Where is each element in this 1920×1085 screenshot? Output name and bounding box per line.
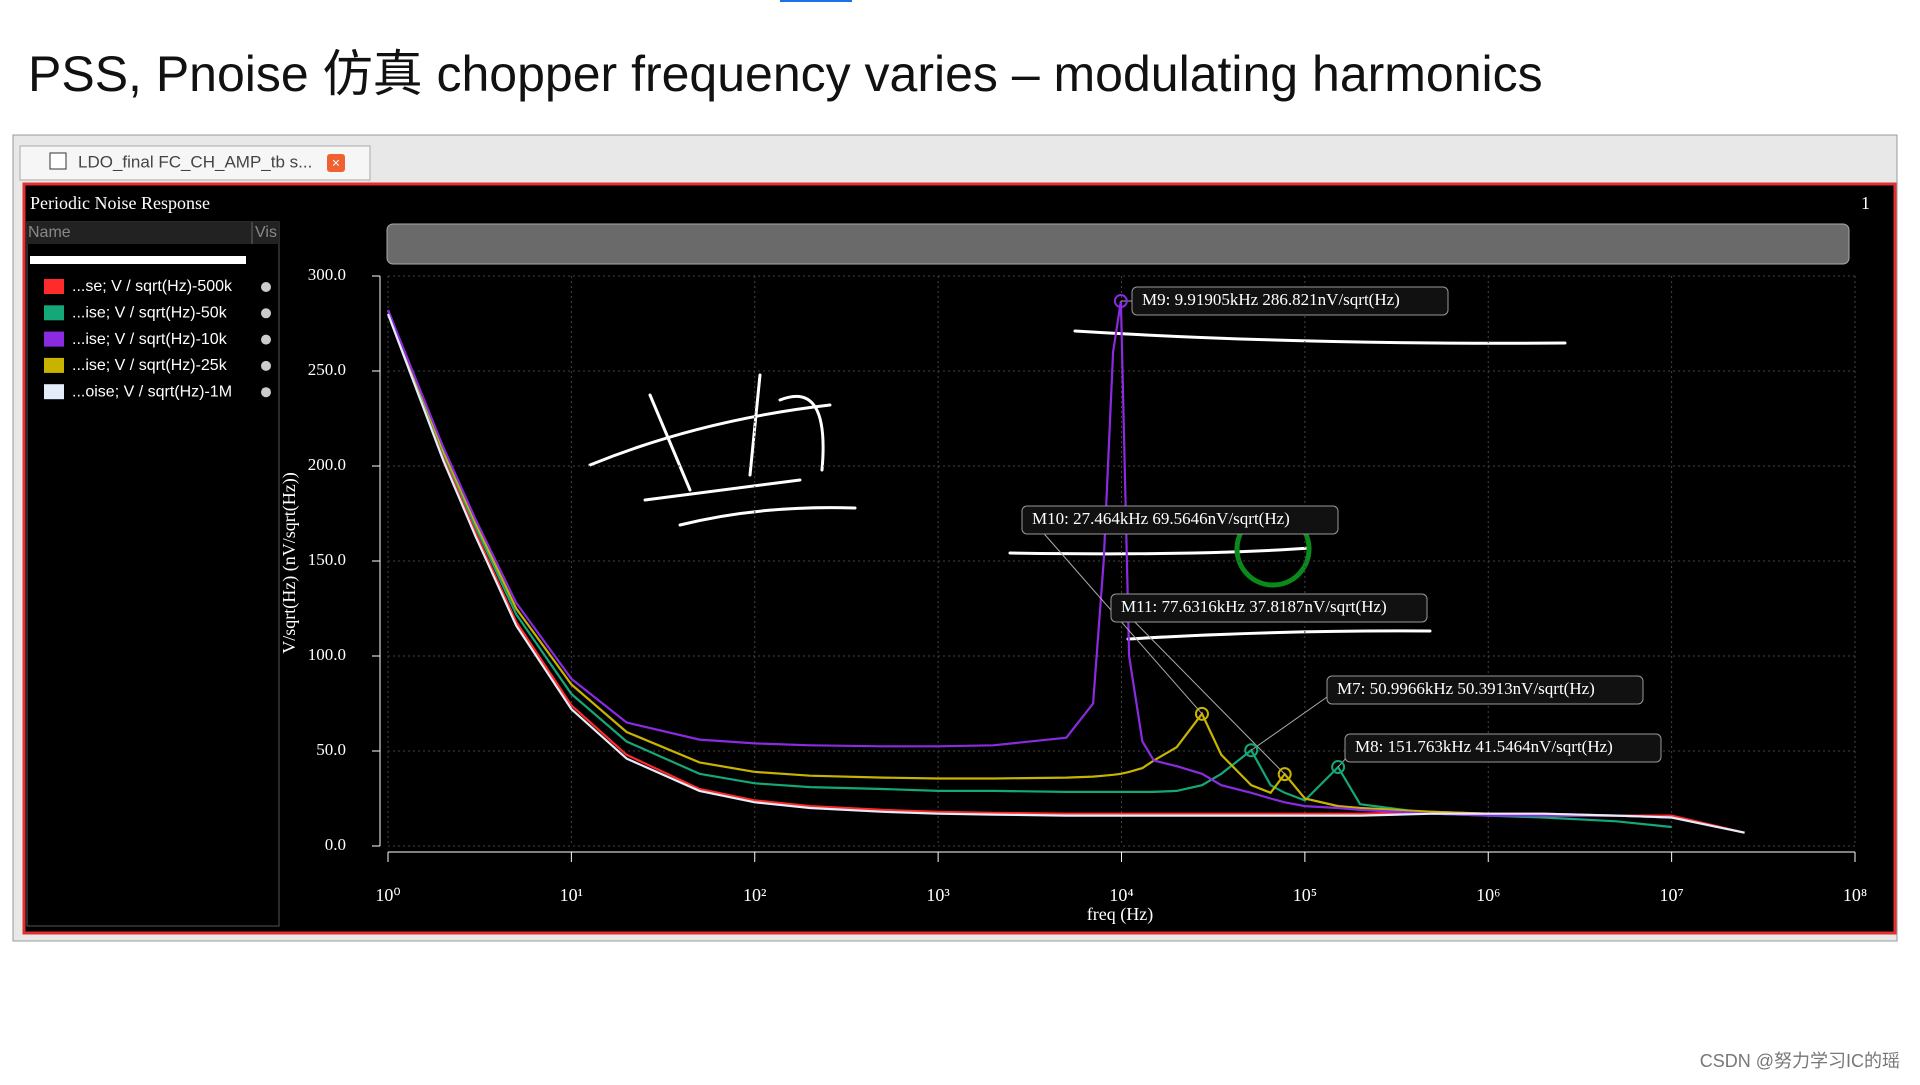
overview-strip[interactable] [387,224,1849,264]
y-tick-label: 200.0 [308,455,346,474]
legend-swatch [44,384,64,399]
x-tick-label: 10⁶ [1476,885,1500,905]
x-tick-label: 10⁴ [1109,885,1133,905]
x-tick-label: 10⁵ [1293,885,1317,905]
legend-label: ...ise; V / sqrt(Hz)-10k [72,331,228,348]
legend-vis[interactable] [261,387,271,397]
marker-label: M11: 77.6316kHz 37.8187nV/sqrt(Hz) [1121,597,1387,616]
progress [780,0,852,2]
legend-swatch [44,332,64,347]
marker-label: M7: 50.9966kHz 50.3913nV/sqrt(Hz) [1337,679,1595,698]
y-tick-label: 50.0 [316,740,346,759]
y-tick-label: 250.0 [308,360,346,379]
legend-label: ...se; V / sqrt(Hz)-500k [72,278,233,295]
y-axis-label: V/sqrt(Hz) (nV/sqrt(Hz)) [279,472,300,653]
legend-swatch [44,305,64,320]
y-tick-label: 100.0 [308,645,346,664]
x-axis-label: freq (Hz) [1087,904,1153,925]
subplot-number: 1 [1861,193,1870,213]
close-glyph[interactable]: × [332,155,340,171]
y-tick-label: 150.0 [308,550,346,569]
x-tick-label: 10⁸ [1843,885,1867,905]
legend-vis[interactable] [261,282,271,292]
x-tick-label: 10⁰ [375,885,400,905]
legend-vis[interactable] [261,335,271,345]
marker-label: M9: 9.91905kHz 286.821nV/sqrt(Hz) [1142,290,1400,309]
marker-label: M8: 151.763kHz 41.5464nV/sqrt(Hz) [1355,737,1613,756]
x-tick-label: 10³ [926,885,950,905]
x-tick-label: 10⁷ [1659,885,1683,905]
legend-header-vis: Vis [255,224,277,241]
legend-vis[interactable] [261,308,271,318]
legend-vis[interactable] [261,361,271,371]
legend-swatch [44,279,64,294]
tab-icon [50,153,66,169]
x-tick-label: 10¹ [560,885,583,905]
slide-title: PSS, Pnoise 仿真 chopper frequency varies … [28,46,1543,102]
chart-title: Periodic Noise Response [30,193,210,213]
y-tick-label: 0.0 [325,835,346,854]
legend-panel [27,222,279,926]
x-tick-label: 10² [743,885,766,905]
legend-selection [30,256,246,264]
legend-swatch [44,358,64,373]
marker-label: M10: 27.464kHz 69.5646nV/sqrt(Hz) [1032,509,1290,528]
tab-title[interactable]: LDO_final FC_CH_AMP_tb s... [78,152,312,171]
legend-label: ...ise; V / sqrt(Hz)-25k [72,357,228,374]
legend-label: ...oise; V / sqrt(Hz)-1M [72,383,232,400]
y-tick-label: 300.0 [308,265,346,284]
legend-header-name: Name [28,224,71,241]
watermark: CSDN @努力学习IC的瑶 [1700,1051,1900,1071]
legend-label: ...ise; V / sqrt(Hz)-50k [72,305,228,322]
